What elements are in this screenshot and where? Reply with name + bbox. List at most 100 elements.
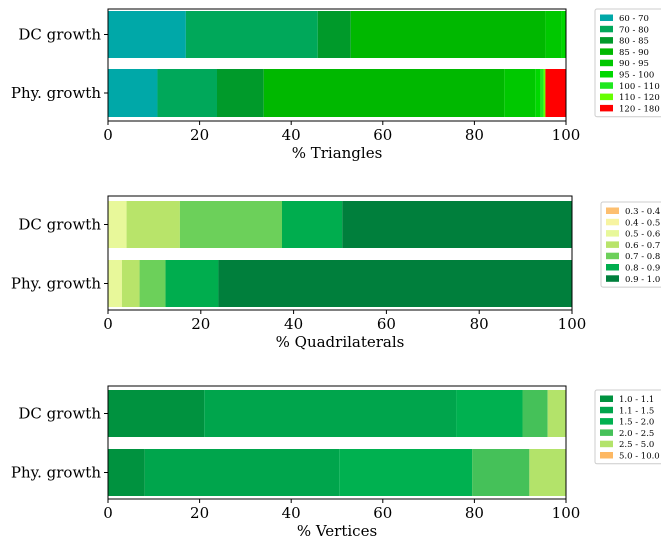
legend-swatch — [600, 395, 613, 402]
legend-label: 110 - 120 — [619, 93, 660, 103]
bar-segment — [179, 201, 282, 248]
x-tick-label: 80 — [465, 504, 484, 522]
legend-swatch — [606, 218, 619, 226]
legend-label: 1.5 - 2.0 — [619, 418, 654, 428]
bar-segment — [108, 69, 158, 117]
legend-label: 120 - 180 — [619, 104, 660, 114]
legend-label: 0.6 - 0.7 — [625, 241, 660, 251]
category-label: DC growth — [18, 26, 101, 44]
x-axis-title: % Triangles — [292, 144, 383, 162]
bar-segment — [543, 69, 546, 117]
bar-segment — [217, 69, 264, 117]
bar-segment — [350, 11, 546, 58]
x-tick-label: 0 — [103, 504, 113, 522]
legend-swatch — [606, 230, 619, 237]
bar-segment — [522, 390, 548, 437]
axes-frame — [107, 195, 573, 311]
legend-label: 85 - 90 — [619, 48, 649, 58]
legend-label: 70 - 80 — [619, 25, 649, 35]
legend-label: 0.3 - 0.4 — [625, 207, 660, 217]
category-label: DC growth — [18, 216, 101, 234]
legend-label: 1.1 - 1.5 — [619, 406, 654, 416]
legend-swatch — [600, 48, 613, 55]
bar-segment — [157, 69, 218, 117]
x-tick-label: 100 — [558, 315, 587, 333]
legend-swatch — [600, 59, 613, 67]
bar-segment — [165, 260, 219, 307]
bar-segment — [547, 390, 566, 437]
chart-panel-3: DC growth Phy. growth 0 20 40 60 80 100 % Vertic… — [11, 385, 661, 540]
chart-panel-1: DC growth Phy. growth 0 20 40 60 80 100 % Triang… — [11, 8, 661, 162]
bar-segment — [108, 390, 205, 437]
bar-segment — [339, 449, 473, 496]
x-tick-label: 20 — [190, 126, 209, 144]
category-label: Phy. growth — [11, 275, 101, 293]
bar-segment — [108, 449, 145, 496]
legend-label: 90 - 95 — [619, 59, 649, 69]
axes-frame — [107, 385, 567, 500]
x-tick-label: 0 — [103, 126, 113, 144]
bar-segment — [185, 11, 318, 58]
x-tick-label: 100 — [552, 126, 581, 144]
legend-swatch — [600, 82, 613, 89]
x-tick-label: 60 — [373, 126, 392, 144]
bar-segment — [263, 69, 505, 117]
bar-segment — [535, 69, 541, 117]
legend-swatch — [600, 440, 613, 448]
legend-swatch — [600, 25, 613, 33]
chart-panel-2: DC growth Phy. growth 0 20 40 60 80 100 % Quadri… — [11, 195, 661, 351]
category-label: Phy. growth — [11, 84, 101, 102]
legend-label: 100 - 110 — [619, 82, 660, 92]
x-tick-label: 100 — [552, 504, 581, 522]
x-tick-label: 40 — [284, 315, 303, 333]
legend-swatch — [606, 264, 619, 271]
legend-label: 0.5 - 0.6 — [625, 230, 660, 240]
legend-label: 2.0 - 2.5 — [619, 429, 654, 439]
legend-label: 2.5 - 5.0 — [619, 440, 654, 450]
bar-segment — [204, 390, 457, 437]
x-tick-label: 0 — [103, 315, 113, 333]
bar-segment — [282, 201, 343, 248]
legend-swatch — [600, 37, 613, 44]
x-tick-label: 40 — [282, 126, 301, 144]
legend-swatch — [600, 71, 613, 78]
legend-swatch — [606, 252, 619, 260]
bar-segment — [317, 11, 351, 58]
legend-swatch — [600, 406, 613, 414]
bar-segment — [108, 260, 122, 307]
bar-segment — [472, 449, 530, 496]
bar-segment — [504, 69, 536, 117]
legend-label: 0.7 - 0.8 — [625, 252, 660, 262]
x-tick-label: 20 — [191, 315, 210, 333]
category-label: DC growth — [18, 405, 101, 423]
x-tick-label: 40 — [282, 504, 301, 522]
bar-segment — [545, 11, 562, 58]
legend-label: 80 - 85 — [619, 37, 649, 47]
legend-label: 95 - 100 — [619, 71, 654, 81]
legend-label: 0.4 - 0.5 — [625, 218, 660, 228]
legend-swatch — [606, 241, 619, 248]
legend-swatch — [600, 104, 613, 112]
legend-label: 60 - 70 — [619, 14, 649, 24]
bar-segment — [144, 449, 340, 496]
legend-label: 1.0 - 1.1 — [619, 395, 654, 405]
bar-segment — [540, 69, 544, 117]
axes-frame — [107, 8, 567, 122]
bar-segment — [456, 390, 523, 437]
legend-label: 5.0 - 10.0 — [619, 452, 660, 462]
bar-segment — [342, 201, 572, 248]
legend-swatch — [600, 418, 613, 425]
legend-label: 0.8 - 0.9 — [625, 264, 660, 274]
x-tick-label: 80 — [470, 315, 489, 333]
x-axis-title: % Vertices — [297, 522, 377, 540]
legend-swatch — [606, 275, 619, 282]
legend-swatch — [600, 93, 613, 101]
legend-swatch — [600, 14, 613, 21]
legend: 1.0 - 1.11.1 - 1.5 1.5 - 2.02.0 - 2.52.5 … — [594, 389, 661, 465]
bar-segment — [121, 260, 140, 307]
legend-box — [594, 8, 661, 118]
bar-segment — [108, 201, 127, 248]
x-tick-label: 60 — [377, 315, 396, 333]
